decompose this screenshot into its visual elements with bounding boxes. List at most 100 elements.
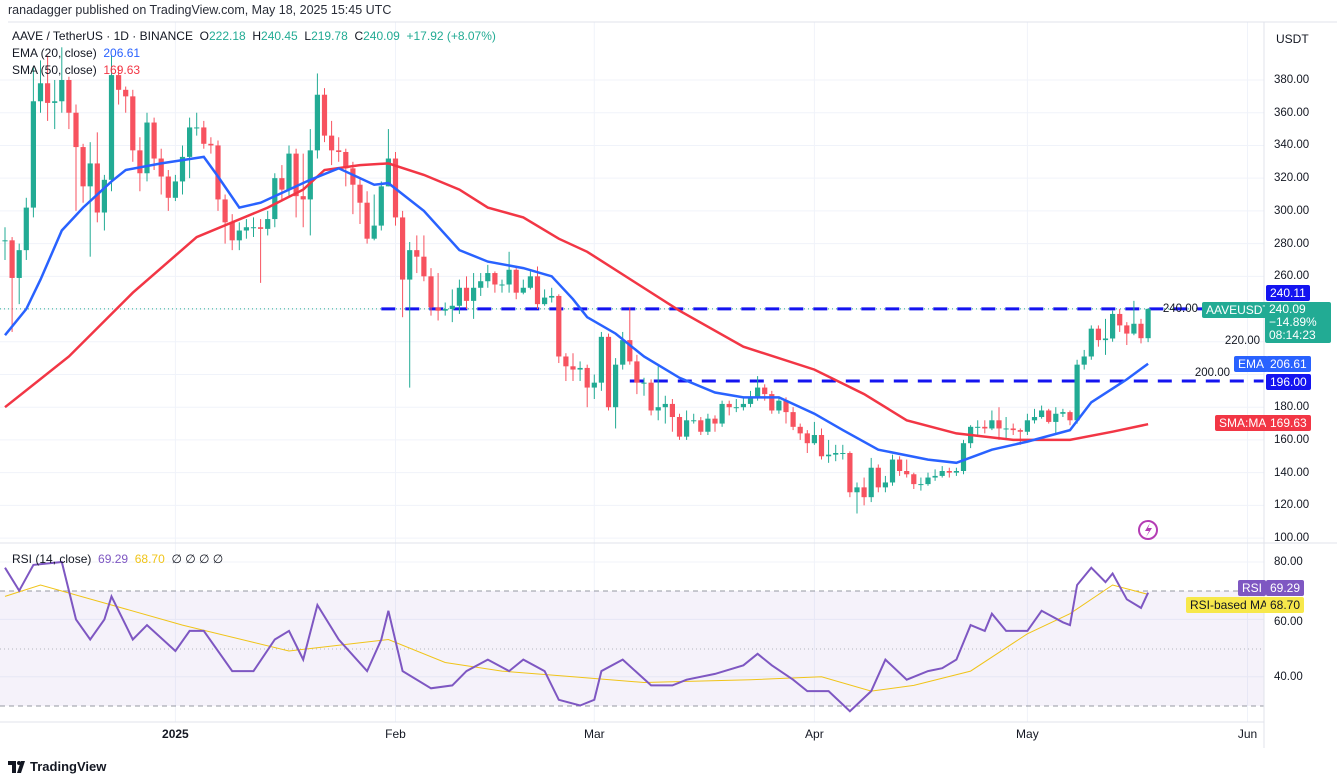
tradingview-branding[interactable]: TradingView <box>8 759 106 774</box>
candle-body <box>960 443 967 472</box>
symbol-title[interactable]: AAVE / TetherUS · 1D · BINANCE <box>12 29 193 43</box>
candle <box>662 395 668 424</box>
ema-legend[interactable]: EMA (20, close) 206.61 <box>12 46 140 60</box>
candle <box>258 219 264 283</box>
candle <box>804 430 810 454</box>
candle-body <box>769 394 775 411</box>
candle <box>492 271 498 293</box>
candle-body <box>669 403 675 418</box>
candle <box>513 268 519 300</box>
candle-body <box>471 287 477 301</box>
candle-body <box>236 230 242 241</box>
rsi-value-tag: 69.29 <box>1266 580 1305 596</box>
time-tick-label: Apr <box>805 727 824 741</box>
resistance-price-tag: 240.11 <box>1266 285 1310 301</box>
candle <box>45 55 51 121</box>
candle-body <box>456 287 462 306</box>
rsi-line <box>4 560 1150 713</box>
candle-body <box>485 273 491 282</box>
candle-body <box>1088 328 1094 357</box>
candle <box>101 174 107 231</box>
candle <box>932 469 938 481</box>
candle-body <box>293 153 299 197</box>
candle <box>456 279 462 314</box>
candles <box>2 47 1151 514</box>
sma-value: 169.63 <box>103 63 141 77</box>
candle <box>563 353 569 382</box>
rsi-ma-line <box>4 584 1149 692</box>
candle-body <box>30 101 36 208</box>
candle-body <box>130 96 136 151</box>
candle-body <box>1117 313 1123 326</box>
time-tick-label: 2025 <box>162 727 189 741</box>
sma-legend[interactable]: SMA (50, close) 169.63 <box>12 63 140 77</box>
grid <box>0 22 1264 722</box>
sma-tag: SMA:MA <box>1215 415 1271 431</box>
candle-body <box>1039 410 1045 418</box>
candle <box>272 173 278 228</box>
candle-body <box>435 307 441 311</box>
candle-body <box>463 287 470 301</box>
candle <box>471 273 477 319</box>
candle-body <box>932 475 938 478</box>
horizontal-levels[interactable] <box>0 307 1264 383</box>
candle-body <box>258 227 264 229</box>
candle <box>321 88 328 143</box>
price-tick-label: 220.00 <box>1224 335 1260 347</box>
high-label: H <box>252 29 262 43</box>
candle <box>1110 310 1116 342</box>
candle <box>861 477 867 506</box>
candle <box>968 425 974 449</box>
candle-body <box>698 420 704 432</box>
candle <box>66 76 72 130</box>
currency-label[interactable]: USDT <box>1276 32 1309 46</box>
candle-body <box>1081 356 1087 365</box>
candle-body <box>953 471 959 473</box>
candle-body <box>989 420 995 429</box>
candle <box>591 374 597 400</box>
candle-body <box>705 418 711 432</box>
candle <box>400 210 406 318</box>
rsi-tag: RSI <box>1238 580 1267 596</box>
candle-body <box>1124 325 1130 334</box>
candle-body <box>776 400 782 411</box>
candle <box>250 217 257 238</box>
candle <box>634 354 640 395</box>
candle <box>9 237 15 332</box>
candle <box>108 55 115 192</box>
candle <box>187 117 193 179</box>
change-value: +17.92 (+8.07%) <box>406 29 496 43</box>
candle-body <box>300 196 306 200</box>
candle-body <box>911 474 917 485</box>
candle-body <box>59 80 65 102</box>
rsi-legend[interactable]: RSI (14, close) 69.29 68.70 ∅ ∅ ∅ ∅ <box>12 552 223 566</box>
price-tick-label: 100.00 <box>1274 532 1310 545</box>
price-tick-label: 380.00 <box>1274 74 1310 86</box>
candle <box>875 464 881 493</box>
candle-body <box>87 163 93 187</box>
candle-body <box>165 176 171 198</box>
lightning-icon[interactable] <box>1138 520 1158 540</box>
candle <box>989 410 995 431</box>
candle <box>485 264 491 288</box>
candle <box>676 413 683 440</box>
candle <box>1124 322 1130 346</box>
candle <box>534 266 541 310</box>
candle <box>520 279 526 295</box>
price-tick-label: 320.00 <box>1274 172 1310 185</box>
candle <box>840 444 846 460</box>
candle-body <box>492 273 498 285</box>
candle-body <box>73 112 79 148</box>
candle-body <box>875 467 881 488</box>
candle <box>279 165 285 202</box>
candle-body <box>520 287 526 293</box>
candle-body <box>797 426 803 434</box>
candle <box>94 132 100 223</box>
candle-body <box>584 367 590 388</box>
branding-text: TradingView <box>30 759 107 774</box>
candle <box>1031 408 1038 424</box>
candle <box>329 120 335 166</box>
candle-body <box>229 222 235 241</box>
candle <box>818 428 825 460</box>
